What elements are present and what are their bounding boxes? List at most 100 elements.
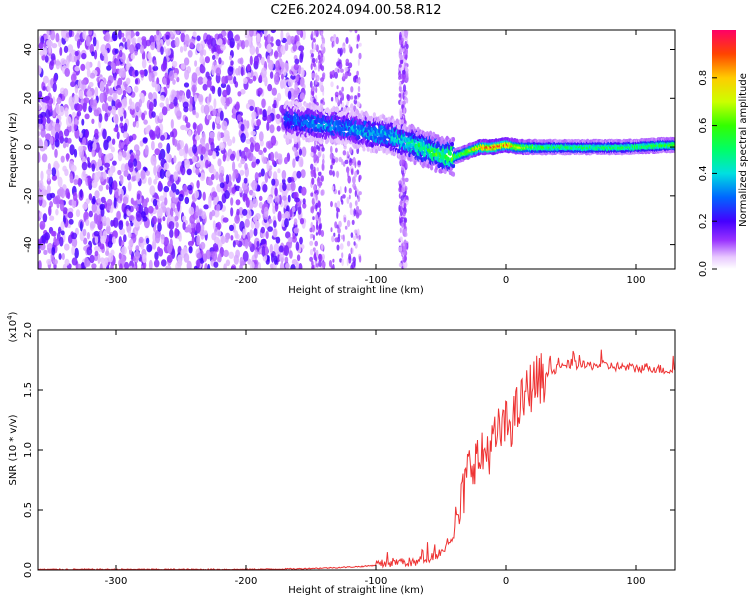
spectrogram-cell — [403, 202, 407, 209]
spectrogram-cell — [275, 60, 280, 71]
spectrogram-cell — [39, 50, 45, 56]
spectrogram-cell — [54, 122, 61, 133]
spectrogram-cell — [182, 101, 189, 109]
spectrogram-cell — [92, 36, 97, 47]
spectrogram-cell — [204, 56, 210, 64]
spectrogram-cell — [309, 233, 313, 239]
spectrogram-cell — [342, 194, 346, 199]
spectrogram-cell — [251, 161, 257, 168]
spectrogram-cell — [243, 195, 248, 201]
spectrogram-cell — [299, 78, 305, 87]
spectrogram-cell — [63, 45, 69, 54]
spectrogram-cell — [267, 33, 271, 44]
spectrogram-cell — [292, 206, 296, 213]
spectrogram-cell — [102, 49, 108, 57]
spectrogram-cell — [52, 96, 56, 106]
spectrogram-cell — [208, 114, 212, 121]
spectrogram-cell — [261, 98, 266, 109]
spectrogram-cell — [116, 210, 121, 221]
spectrogram-cell — [79, 221, 83, 232]
spectrogram-cell — [339, 49, 342, 57]
spectrogram-cell — [245, 148, 251, 159]
spectrogram-cell — [232, 161, 236, 172]
spectrogram-cell — [148, 259, 153, 269]
spectrogram-cell — [75, 209, 81, 218]
spectrogram-cell — [92, 99, 98, 107]
spectrogram-cell — [399, 110, 403, 119]
spectrogram-cell — [403, 107, 406, 116]
spectrogram-cell — [196, 35, 201, 42]
spectrogram-cell — [153, 165, 158, 176]
spectrogram-cell — [176, 30, 180, 36]
spectrogram-cell — [91, 163, 96, 172]
spectrogram-cell — [398, 183, 402, 188]
spectrogram-cell — [82, 203, 89, 210]
spectrogram-cell — [279, 253, 285, 263]
spectrogram-cell — [251, 179, 258, 191]
spectrogram-cell — [71, 123, 75, 133]
spectrogram-cell — [68, 218, 74, 225]
spectrogram-cell — [81, 79, 87, 85]
spectrogram-cell — [189, 214, 196, 224]
spectrogram-cell — [139, 92, 144, 99]
spectrogram-cell — [299, 102, 303, 108]
spectrogram-cell — [244, 238, 249, 249]
spectrogram-cell — [215, 116, 220, 124]
spectrogram-cell — [168, 221, 175, 230]
spectrogram-cell — [204, 263, 208, 269]
spectrogram-cell — [82, 30, 87, 40]
spectrogram-cell — [268, 59, 274, 71]
spectrogram-cell — [220, 82, 227, 89]
spectrogram-cell — [237, 91, 242, 97]
spectrogram-cell — [335, 96, 339, 103]
spectrogram-cell — [242, 77, 248, 85]
spectrogram-cell — [56, 96, 62, 105]
spectrogram-cell — [145, 237, 150, 245]
spectrogram-cell — [346, 94, 351, 102]
spectrogram-cell — [67, 211, 74, 219]
spectrogram-cell — [43, 42, 47, 48]
spectrogram-cell — [284, 218, 289, 228]
spectrogram-cell — [321, 147, 325, 152]
spectrogram-cell — [134, 251, 141, 260]
spectrogram-cell — [95, 215, 101, 226]
spectrogram-cell — [265, 231, 269, 239]
spectrogram-cell — [345, 37, 349, 44]
spectrogram-cell — [300, 67, 305, 78]
spectrogram-cell — [159, 195, 165, 202]
spectrogram-cell — [314, 43, 317, 51]
spectrogram-cell — [188, 148, 193, 156]
spectrogram-cell — [240, 66, 244, 77]
spectrogram-cell — [317, 201, 321, 208]
spectrogram-cell — [234, 230, 239, 239]
spectrogram-cell — [126, 210, 131, 217]
spectrogram-cell — [58, 105, 65, 117]
spectrogram-cell — [321, 243, 324, 251]
spectrogram-cell — [91, 202, 98, 213]
spectrogram-cell — [113, 217, 119, 229]
spectrogram-cell — [330, 96, 334, 102]
spectrogram-cell — [358, 209, 362, 216]
spectrogram-cell — [188, 103, 193, 112]
spectrogram-cell — [212, 220, 216, 230]
spectrogram-cell — [237, 65, 241, 76]
spectrogram-cell — [39, 220, 46, 230]
spectrogram-cell — [313, 153, 317, 161]
spectrogram-cell — [148, 101, 154, 112]
spectrogram-cell — [67, 137, 72, 144]
spectrogram-cell — [187, 184, 193, 191]
spectrogram-cell — [91, 263, 97, 269]
spectrogram-cell — [93, 109, 100, 117]
spectrogram-cell — [285, 263, 290, 269]
spectrogram-cell — [321, 57, 323, 62]
spectrogram-cell — [187, 50, 193, 58]
spectrogram-cell — [232, 223, 236, 233]
spectrogram-cell — [42, 75, 49, 84]
spectrogram-cell — [321, 65, 325, 72]
spectrogram-cell — [128, 135, 134, 142]
spectrogram-cell — [202, 253, 208, 262]
spectrogram-cell — [252, 75, 257, 82]
spectrogram-cell — [249, 105, 254, 111]
spectrogram-cell — [122, 150, 127, 158]
